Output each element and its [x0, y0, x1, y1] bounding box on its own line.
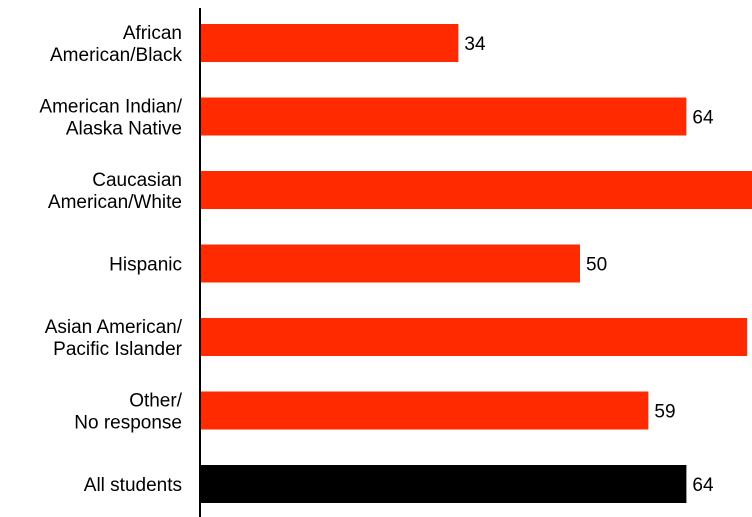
- value-label-6: 64: [692, 475, 714, 496]
- category-label-4: Asian American/Pacific Islander: [45, 317, 183, 360]
- value-labels-group: 34647350725964: [464, 34, 714, 496]
- category-labels-group: African American/Black American Indian/Ala…: [39, 23, 182, 496]
- bar-4: [200, 318, 748, 356]
- category-label-5-line-0: Other/: [129, 391, 183, 412]
- bar-0: [200, 24, 459, 62]
- category-label-3: Hispanic: [109, 255, 182, 276]
- category-label-4-line-1: Pacific Islander: [53, 339, 183, 360]
- value-label-5: 59: [654, 402, 675, 423]
- bar-3: [200, 244, 580, 283]
- category-label-1-line-1: Alaska Native: [66, 119, 182, 140]
- category-label-1: American Indian/Alaska Native: [39, 97, 182, 140]
- category-label-3-line-0: Hispanic: [109, 255, 182, 276]
- category-label-1-line-0: American Indian/: [39, 97, 182, 118]
- value-label-0: 34: [464, 34, 486, 55]
- category-label-5-line-1: No response: [74, 413, 182, 434]
- category-label-4-line-0: Asian American/: [45, 317, 183, 338]
- category-label-0: African American/Black: [50, 23, 182, 66]
- category-label-6: All students: [84, 475, 182, 496]
- category-label-2-line-0: Caucasian: [92, 170, 182, 191]
- value-label-3: 50: [586, 255, 607, 276]
- bar-2: [200, 171, 752, 209]
- value-label-1: 64: [692, 108, 714, 129]
- bar-6: [200, 465, 687, 503]
- category-label-2: Caucasian American/White: [48, 170, 182, 213]
- bar-1: [200, 97, 687, 136]
- category-label-6-line-0: All students: [84, 475, 182, 496]
- bars-group: [200, 24, 752, 503]
- category-label-0-line-1: American/Black: [50, 45, 182, 66]
- category-label-2-line-1: American/White: [48, 192, 182, 213]
- bar-5: [200, 391, 649, 430]
- category-label-5: Other/No response: [74, 391, 182, 434]
- category-label-0-line-0: African: [123, 23, 182, 44]
